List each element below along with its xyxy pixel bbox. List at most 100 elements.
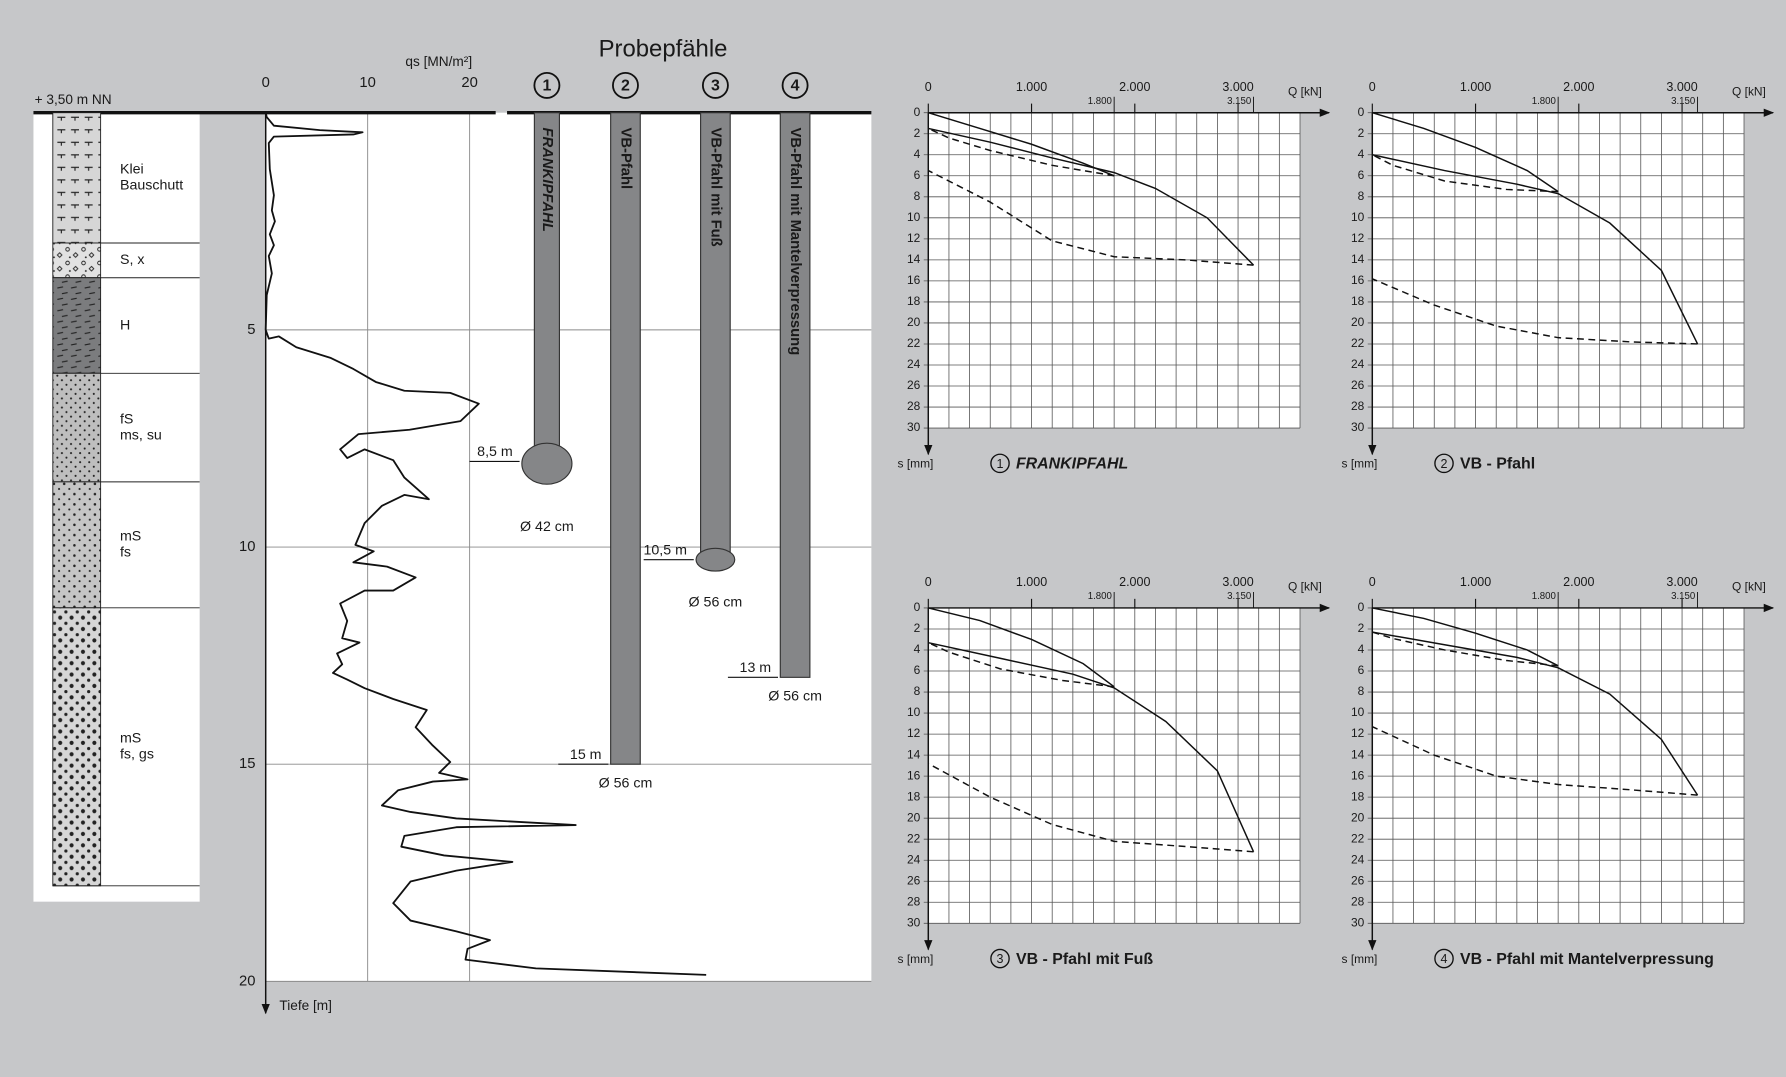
pile-foot — [522, 443, 572, 484]
piles-title: Probepfähle — [599, 35, 728, 62]
y-tick-label: 10 — [1351, 705, 1365, 719]
x-mark-label: 1.800 — [1532, 591, 1556, 602]
layer-label: Bauschutt — [120, 178, 183, 194]
x-mark-label: 3.150 — [1671, 96, 1695, 107]
x-tick-label: 2.000 — [1563, 80, 1594, 94]
y-tick-label: 8 — [914, 684, 921, 698]
y-axis-label: s [mm] — [1342, 457, 1378, 471]
y-tick-label: 30 — [1351, 915, 1365, 929]
y-tick-label: 8 — [914, 189, 921, 203]
y-tick-label: 6 — [1358, 168, 1365, 182]
y-tick-label: 20 — [1351, 315, 1365, 329]
y-tick-label: 30 — [907, 915, 921, 929]
layer-label: fS — [120, 411, 133, 427]
caption-number: 2 — [1441, 457, 1448, 471]
soil-layer — [53, 113, 101, 243]
pile-diameter-label: Ø 42 cm — [520, 519, 574, 535]
y-tick-label: 18 — [907, 789, 921, 803]
x-axis-label: Q [kN] — [1732, 84, 1766, 98]
y-tick-label: 14 — [907, 747, 921, 761]
soil-layer — [53, 608, 101, 886]
y-tick-label: 0 — [1358, 600, 1365, 614]
x-tick-label: 1.000 — [1016, 575, 1047, 589]
y-tick-label: 4 — [914, 642, 921, 656]
x-tick-label: 0 — [925, 80, 932, 94]
pile-length-label: 8,5 m — [477, 444, 513, 460]
y-tick-label: 2 — [914, 621, 921, 635]
y-tick-label: 12 — [1351, 726, 1365, 740]
pile-diameter-label: Ø 56 cm — [599, 775, 653, 791]
y-tick-label: 28 — [1351, 399, 1365, 413]
x-tick-label: 0 — [1369, 80, 1376, 94]
pile-name: VB-Pfahl mit Fuß — [707, 128, 723, 247]
y-tick-label: 12 — [907, 231, 921, 245]
pile-diameter-label: Ø 56 cm — [768, 688, 822, 704]
y-tick-label: 6 — [914, 168, 921, 182]
y-tick-label: 6 — [1358, 663, 1365, 677]
y-tick-label: 2 — [914, 126, 921, 140]
x-axis-label: Q [kN] — [1288, 580, 1322, 594]
x-mark-label: 3.150 — [1671, 591, 1695, 602]
pile-number: 4 — [791, 78, 800, 95]
x-tick-label: 3.000 — [1222, 575, 1253, 589]
pile-diameter-label: Ø 56 cm — [689, 595, 743, 611]
caption-title: VB - Pfahl mit Mantelverpressung — [1460, 951, 1714, 968]
y-tick-label: 28 — [907, 894, 921, 908]
soil-layer — [53, 373, 101, 482]
y-tick-label: 24 — [1351, 357, 1365, 371]
y-tick-label: 24 — [907, 852, 921, 866]
x-tick-label: 1.000 — [1460, 80, 1491, 94]
y-tick-label: 16 — [1351, 273, 1365, 287]
x-tick-label: 1.000 — [1460, 575, 1491, 589]
x-axis-label: qs [MN/m²] — [405, 54, 472, 69]
x-tick-label: 2.000 — [1119, 575, 1150, 589]
y-tick-label: 22 — [907, 831, 921, 845]
x-mark-label: 1.800 — [1088, 591, 1112, 602]
y-tick-label: 6 — [914, 663, 921, 677]
pile-number: 1 — [542, 78, 551, 95]
y-tick-label: 24 — [1351, 852, 1365, 866]
y-tick-label: 12 — [1351, 231, 1365, 245]
x-axis-label: Q [kN] — [1288, 84, 1322, 98]
y-tick-label: 8 — [1358, 684, 1365, 698]
y-tick-label: 22 — [1351, 831, 1365, 845]
pile-length-label: 15 m — [570, 747, 602, 763]
x-tick-label: 10 — [359, 75, 375, 91]
y-tick-label: 14 — [1351, 747, 1365, 761]
pile-foot — [696, 548, 735, 571]
y-tick-label: 10 — [907, 705, 921, 719]
y-tick-label: 4 — [1358, 642, 1365, 656]
caption-number: 1 — [997, 457, 1004, 471]
x-mark-label: 1.800 — [1532, 96, 1556, 107]
y-tick-label: 20 — [907, 810, 921, 824]
y-tick-label: 18 — [1351, 789, 1365, 803]
layer-label: mS — [120, 731, 141, 747]
pile-number: 2 — [621, 78, 630, 95]
x-tick-label: 2.000 — [1563, 575, 1594, 589]
layer-label: mS — [120, 529, 141, 545]
x-mark-label: 3.150 — [1227, 96, 1251, 107]
layer-label: S, x — [120, 252, 145, 268]
y-tick-label: 20 — [1351, 810, 1365, 824]
y-tick-label: 10 — [1351, 210, 1365, 224]
y-tick-label: 2 — [1358, 126, 1365, 140]
x-tick-label: 3.000 — [1222, 80, 1253, 94]
datum-label: + 3,50 m NN — [35, 92, 112, 107]
pile-name: FRANKIPFAHL — [539, 128, 555, 232]
y-tick-label: 0 — [914, 105, 921, 119]
y-axis-label: s [mm] — [898, 952, 934, 966]
y-tick-label: 4 — [1358, 147, 1365, 161]
x-tick-label: 20 — [461, 75, 477, 91]
y-tick-label: 12 — [907, 726, 921, 740]
soil-layer — [53, 482, 101, 608]
y-tick-label: 30 — [907, 420, 921, 434]
y-axis-label: s [mm] — [1342, 952, 1378, 966]
layer-label: fs — [120, 545, 131, 561]
x-mark-label: 3.150 — [1227, 591, 1251, 602]
y-axis-label: Tiefe [m] — [279, 998, 332, 1013]
x-tick-label: 3.000 — [1666, 80, 1697, 94]
layer-label: Klei — [120, 162, 144, 178]
caption-title: VB - Pfahl — [1460, 456, 1535, 473]
y-tick-label: 5 — [247, 322, 255, 338]
y-tick-label: 26 — [907, 378, 921, 392]
